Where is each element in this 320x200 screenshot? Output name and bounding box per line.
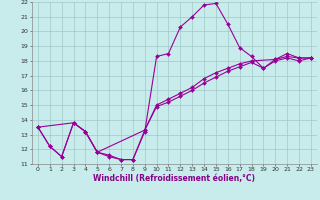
X-axis label: Windchill (Refroidissement éolien,°C): Windchill (Refroidissement éolien,°C) [93,174,255,183]
